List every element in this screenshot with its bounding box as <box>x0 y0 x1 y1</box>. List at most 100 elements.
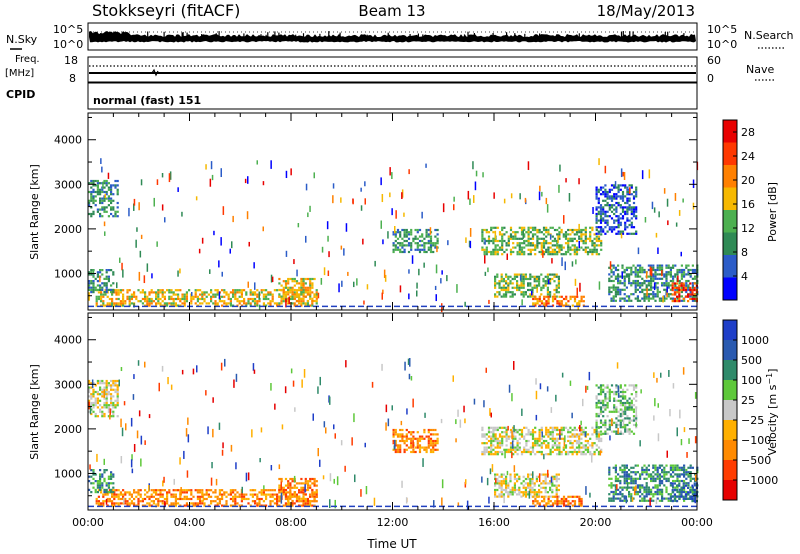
power-echo <box>650 267 653 277</box>
power-cell <box>623 288 626 291</box>
velocity-cell <box>396 433 400 436</box>
velocity-echo <box>511 451 513 459</box>
velocity-cell <box>293 484 296 487</box>
power-cell <box>525 231 528 234</box>
velocity-cell <box>645 490 648 494</box>
velocity-cell <box>676 490 679 494</box>
power-cell <box>623 284 626 287</box>
velocity-cell <box>656 475 659 478</box>
power-cell <box>494 286 497 289</box>
power-cell <box>597 201 600 205</box>
velocity-cell <box>518 433 521 436</box>
power-cell <box>502 284 505 287</box>
power-cell <box>502 277 505 281</box>
velocity-echo <box>148 414 151 419</box>
velocity-cell <box>92 410 95 413</box>
velocity-cell <box>531 435 535 438</box>
power-cell <box>606 215 609 218</box>
velocity-cell <box>245 493 248 496</box>
power-cell <box>315 300 318 303</box>
power-cell <box>507 239 510 243</box>
velocity-cell <box>207 493 210 496</box>
velocity-cell <box>694 473 697 476</box>
velocity-cell <box>306 480 310 483</box>
power-cell <box>177 304 180 307</box>
power-cell <box>619 195 622 198</box>
power-cell <box>116 179 119 183</box>
power-cell <box>665 282 668 285</box>
velocity-cell <box>636 490 639 494</box>
velocity-cell <box>682 497 685 500</box>
power-cell <box>663 297 666 300</box>
power-cell <box>150 289 153 292</box>
power-cell <box>105 193 108 196</box>
velocity-cell <box>313 495 316 498</box>
velocity-cell <box>293 502 296 505</box>
velocity-cell <box>410 450 413 454</box>
power-echo <box>677 275 679 282</box>
power-cell <box>103 291 106 294</box>
velocity-cell <box>258 502 261 505</box>
power-cell <box>589 239 592 243</box>
velocity-cell <box>313 484 316 487</box>
velocity-cell <box>593 431 596 434</box>
velocity-cell <box>513 477 516 481</box>
power-cell <box>94 179 97 183</box>
velocity-cell <box>282 491 285 494</box>
power-cell <box>680 282 683 285</box>
power-cell <box>190 302 193 305</box>
velocity-cell <box>96 484 99 487</box>
power-cell <box>538 300 541 303</box>
power-cell <box>300 300 303 303</box>
velocity-cell <box>516 428 519 432</box>
velocity-cell <box>621 432 625 435</box>
power-cell <box>645 297 648 300</box>
velocity-cell <box>243 495 246 498</box>
velocity-cell <box>538 488 541 492</box>
power-cell <box>128 297 131 301</box>
velocity-region <box>494 473 560 498</box>
velocity-cell <box>102 493 105 496</box>
power-cell <box>201 291 204 294</box>
power-cell <box>405 235 408 238</box>
power-cell <box>680 290 683 294</box>
velocity-cell <box>427 431 430 434</box>
velocity-cell <box>680 486 683 489</box>
velocity-cell <box>635 390 638 394</box>
velocity-cell <box>483 442 486 445</box>
power-cell <box>179 300 182 303</box>
power-echo <box>100 158 102 164</box>
velocity-cell <box>630 384 633 387</box>
velocity-cell <box>591 453 594 456</box>
power-cell <box>667 271 670 274</box>
velocity-cell <box>511 486 514 489</box>
power-cell <box>531 288 534 292</box>
power-cell <box>617 201 620 205</box>
velocity-cell <box>673 493 676 496</box>
velocity-cell <box>549 437 552 440</box>
power-cell <box>155 304 158 307</box>
power-cell <box>538 284 541 287</box>
power-cell <box>560 304 563 307</box>
velocity-cell <box>212 500 215 503</box>
power-echo <box>116 282 118 289</box>
power-cell <box>514 233 517 236</box>
velocity-cell <box>105 382 108 385</box>
power-echo <box>401 192 403 200</box>
power-cell <box>667 293 670 296</box>
power-echo <box>340 245 343 250</box>
power-cell <box>234 297 237 301</box>
velocity-cell <box>496 495 499 498</box>
power-cell <box>90 197 93 200</box>
velocity-cell <box>545 502 548 505</box>
power-cell <box>503 250 506 254</box>
velocity-cell <box>414 450 417 454</box>
velocity-cell <box>606 386 609 389</box>
power-cell <box>520 231 524 234</box>
velocity-cell <box>501 442 504 445</box>
velocity-cell <box>514 431 517 434</box>
power-cell <box>635 215 638 218</box>
power-echo <box>211 174 214 181</box>
power-cell <box>94 199 97 202</box>
velocity-cell <box>410 446 413 449</box>
